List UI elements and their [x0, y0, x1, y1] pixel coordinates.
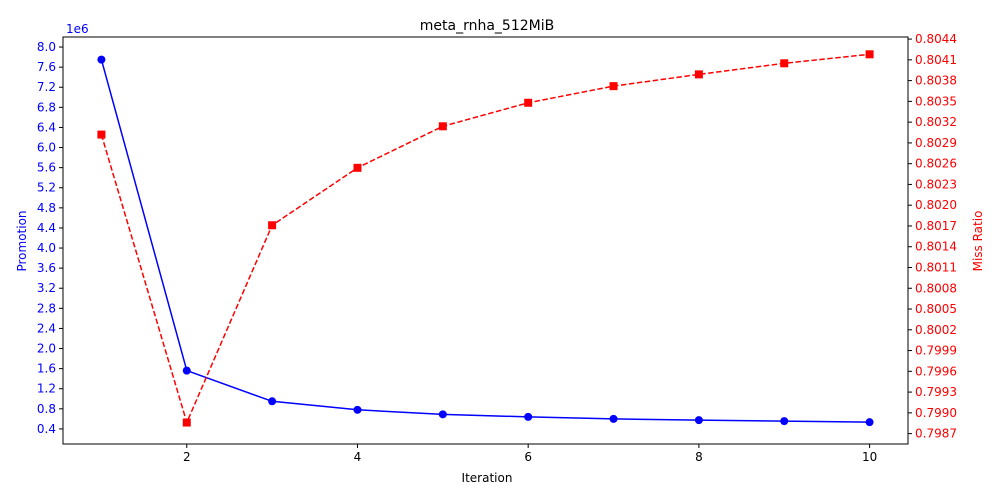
y-right-tick-label: 0.8002	[915, 323, 957, 337]
y-right-tick-label: 0.8041	[915, 53, 957, 67]
data-point-left-9	[780, 417, 789, 426]
data-point-left-8	[694, 416, 703, 425]
y-left-tick-label: 3.2	[37, 281, 56, 295]
data-point-right-5	[438, 122, 447, 131]
series-line-right	[100, 53, 870, 425]
data-point-right-2	[182, 418, 191, 427]
y-left-tick-label: 0.4	[37, 422, 56, 436]
series-line-left	[100, 59, 870, 423]
y-right-tick-label: 0.7990	[915, 406, 957, 420]
y-right-tick-label: 0.7987	[915, 427, 957, 441]
y-left-tick-label: 4.8	[37, 201, 56, 215]
y-right-tick-label: 0.8035	[915, 94, 957, 108]
data-point-left-3	[268, 397, 277, 406]
x-axis-label: Iteration	[462, 471, 513, 485]
x-tick-label: 4	[354, 450, 362, 464]
y-right-tick-label: 0.8020	[915, 198, 957, 212]
data-point-right-7	[609, 82, 618, 91]
data-point-left-1	[97, 55, 106, 64]
x-tick-label: 2	[183, 450, 191, 464]
y-right-tick-label: 0.8023	[915, 177, 957, 191]
plot-frame	[62, 36, 909, 445]
data-point-right-10	[865, 50, 874, 59]
y-left-axis-label: Promotion	[15, 210, 29, 271]
y-left-tick-label: 2.4	[37, 321, 56, 335]
y-left-tick-label: 5.6	[37, 161, 56, 175]
y-right-tick-label: 0.8029	[915, 136, 957, 150]
data-point-left-2	[182, 366, 191, 375]
y-left-tick-label: 7.2	[37, 80, 56, 94]
y-left-offset-label: 1e6	[66, 22, 89, 36]
data-point-left-7	[609, 414, 618, 423]
data-point-right-1	[97, 130, 106, 139]
y-left-tick-label: 3.6	[37, 261, 56, 275]
plot-area: 2 4 6 8 10 0.4 0.8 1.2 1.6 2.0 2.4 2.8 3.2 3.6 4.0 4.4 4…	[37, 32, 957, 464]
x-tick-label: 6	[524, 450, 532, 464]
y-right-tick-label: 0.8038	[915, 74, 957, 88]
y-right-tick-label: 0.8032	[915, 115, 957, 129]
y-left-tick-label: 6.8	[37, 100, 56, 114]
y-left-tick-label: 6.4	[37, 120, 56, 134]
y-left-tick-label: 1.2	[37, 382, 56, 396]
data-point-right-6	[524, 98, 533, 107]
y-left-tick-label: 5.2	[37, 181, 56, 195]
data-point-right-9	[780, 59, 789, 68]
chart-title: meta_rnha_512MiB	[420, 18, 554, 34]
y-right-tick-label: 0.8017	[915, 219, 957, 233]
data-point-left-5	[438, 410, 447, 419]
data-point-right-8	[694, 70, 703, 79]
y-left-tick-label: 7.6	[37, 60, 56, 74]
data-point-left-6	[524, 412, 533, 421]
data-point-left-4	[353, 405, 362, 414]
y-right-tick-label: 0.8011	[915, 260, 957, 274]
y-left-tick-label: 4.4	[37, 221, 56, 235]
y-left-tick-label: 2.8	[37, 301, 56, 315]
y-left-tick-label: 6.0	[37, 141, 56, 155]
data-point-left-10	[865, 418, 874, 427]
y-right-tick-label: 0.8014	[915, 240, 957, 254]
y-left-tick-label: 2.0	[37, 342, 56, 356]
y-right-tick-label: 0.7993	[915, 385, 957, 399]
y-left-tick-label: 4.0	[37, 241, 56, 255]
y-right-tick-label: 0.7999	[915, 344, 957, 358]
data-point-right-3	[268, 221, 277, 230]
y-right-tick-label: 0.7996	[915, 364, 957, 378]
x-tick-label: 10	[862, 450, 877, 464]
y-right-tick-label: 0.8005	[915, 302, 957, 316]
x-tick-label: 8	[695, 450, 703, 464]
y-right-tick-label: 0.8044	[915, 32, 957, 46]
y-right-axis-label: Miss Ratio	[971, 211, 985, 272]
data-point-right-4	[353, 163, 362, 172]
y-right-tick-label: 0.8008	[915, 281, 957, 295]
y-left-tick-label: 1.6	[37, 362, 56, 376]
y-left-tick-label: 8.0	[37, 40, 56, 54]
y-left-tick-label: 0.8	[37, 402, 56, 416]
y-right-tick-label: 0.8026	[915, 157, 957, 171]
